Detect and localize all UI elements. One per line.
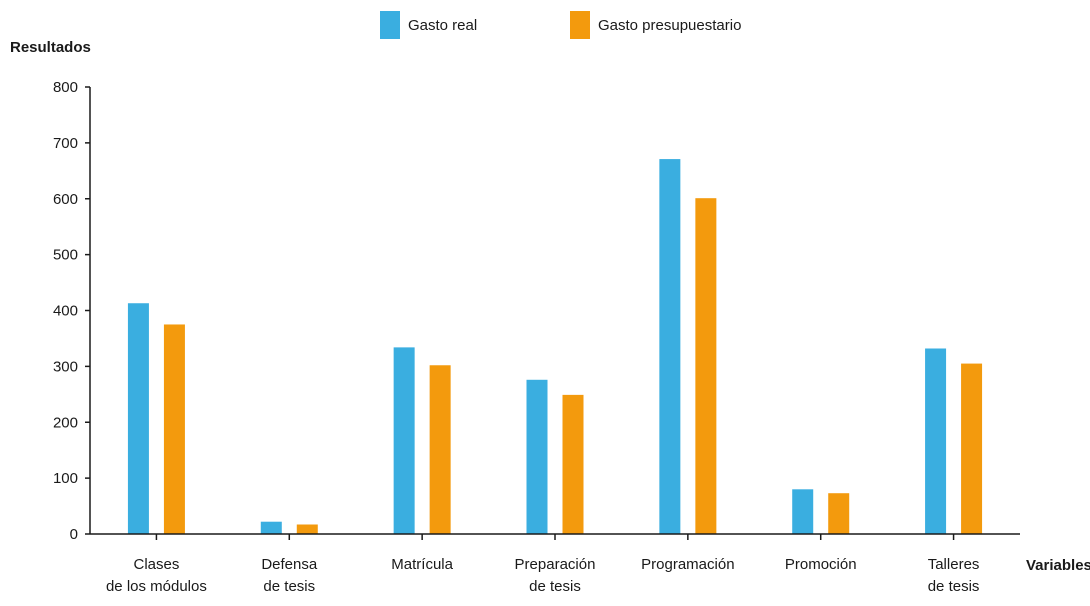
- bar-gasto-presupuestario: [163, 324, 185, 534]
- bar-group: [925, 348, 983, 534]
- x-axis: Clases de los módulos Defensa de tesis Matrí…: [90, 533, 1020, 595]
- y-axis: 0 100 200 300 400 500 600 700 800: [53, 79, 91, 543]
- x-category-label-line: de tesis: [529, 578, 581, 595]
- bar-gasto-presupuestario: [562, 394, 584, 534]
- bar-group: [526, 379, 584, 534]
- x-category-label-line: Defensa: [261, 556, 318, 573]
- x-category-label-line: Talleres: [928, 556, 980, 573]
- bar-group: [659, 159, 717, 535]
- legend: Gasto real Gasto presupuestario: [380, 11, 741, 39]
- legend-label: Gasto real: [408, 17, 477, 34]
- bar-gasto-presupuestario: [961, 363, 983, 534]
- x-category-label-line: de tesis: [928, 578, 980, 595]
- bar-gasto-real: [526, 379, 548, 534]
- bar-group: [393, 347, 451, 534]
- x-axis-title: Variables: [1026, 557, 1090, 574]
- x-category-label: Talleres de tesis: [928, 556, 980, 595]
- legend-label: Gasto presupuestario: [598, 17, 741, 34]
- y-tick-label: 800: [53, 79, 78, 96]
- bar-gasto-presupuestario: [296, 524, 318, 534]
- y-tick-label: 200: [53, 414, 78, 431]
- x-category-label: Preparación de tesis: [515, 556, 596, 595]
- bar-gasto-presupuestario: [695, 198, 717, 534]
- legend-swatch: [570, 11, 590, 39]
- y-tick-label: 100: [53, 470, 78, 487]
- bar-gasto-presupuestario: [828, 493, 850, 534]
- bar-group: [127, 303, 185, 534]
- legend-item: Gasto presupuestario: [570, 11, 741, 39]
- x-category-label-line: Clases: [133, 556, 179, 573]
- x-category-label-line: Programación: [641, 556, 734, 573]
- bar-gasto-real: [925, 348, 947, 534]
- x-category-label-line: Matrícula: [391, 556, 453, 573]
- bar-gasto-presupuestario: [429, 365, 451, 534]
- bar-gasto-real: [393, 347, 415, 534]
- x-category-label-line: de tesis: [263, 578, 315, 595]
- y-tick-label: 0: [70, 526, 78, 543]
- y-tick-label: 300: [53, 358, 78, 375]
- bar-gasto-real: [127, 303, 149, 534]
- x-category-label-line: de los módulos: [106, 578, 207, 595]
- x-category-label: Promoción: [785, 556, 857, 573]
- bars: [127, 159, 983, 535]
- x-category-label: Clases de los módulos: [106, 556, 207, 595]
- bar-gasto-real: [260, 521, 282, 534]
- y-tick-label: 500: [53, 247, 78, 264]
- x-category-label: Defensa de tesis: [261, 556, 318, 595]
- y-tick-label: 600: [53, 191, 78, 208]
- bar-gasto-real: [659, 159, 681, 535]
- x-category-label-line: Promoción: [785, 556, 857, 573]
- x-category-label: Matrícula: [391, 556, 453, 573]
- y-tick-label: 700: [53, 135, 78, 152]
- bar-group: [792, 489, 850, 534]
- y-tick-label: 400: [53, 303, 78, 320]
- x-category-label-line: Preparación: [515, 556, 596, 573]
- legend-item: Gasto real: [380, 11, 477, 39]
- bar-gasto-real: [792, 489, 814, 534]
- y-axis-title: Resultados: [10, 39, 91, 56]
- x-category-label: Programación: [641, 556, 734, 573]
- bar-group: [260, 521, 318, 534]
- legend-swatch: [380, 11, 400, 39]
